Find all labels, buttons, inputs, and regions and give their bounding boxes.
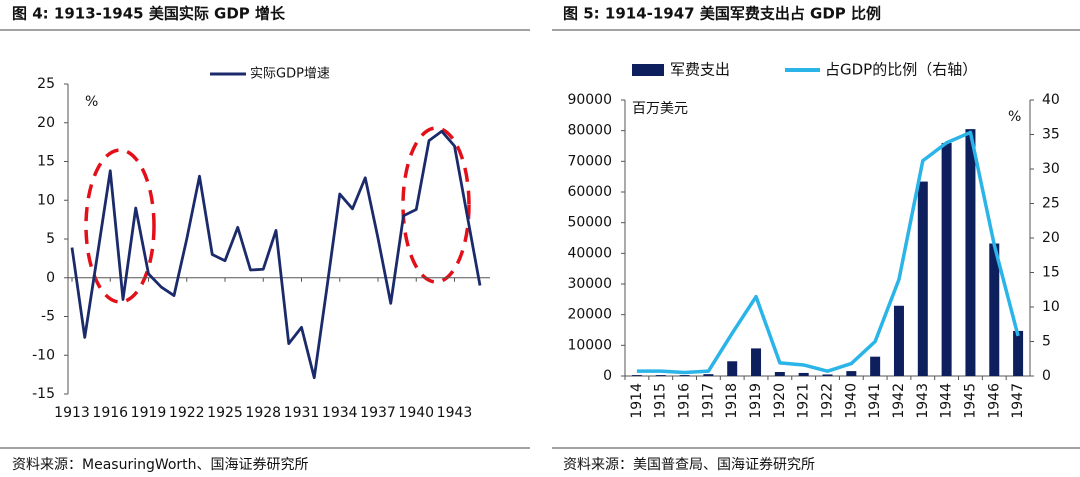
- y-tick-label: 90000: [567, 92, 612, 108]
- x-tick-label: 1940: [398, 405, 434, 421]
- y-tick-label: 5: [46, 231, 55, 247]
- bar: [751, 348, 762, 376]
- y-tick-label: 60000: [567, 184, 612, 200]
- y2-tick-label: 30: [1042, 161, 1060, 177]
- bar: [631, 375, 642, 376]
- x-tick-label: 1917: [700, 383, 716, 419]
- x-tick-label: 1921: [796, 383, 812, 419]
- x-tick-label: 1915: [653, 383, 669, 419]
- bar: [917, 181, 928, 376]
- x-tick-label: 1947: [1010, 383, 1026, 419]
- y2-tick-label: 5: [1042, 334, 1051, 350]
- line: [636, 130, 1020, 375]
- y-tick-label: 20000: [567, 307, 612, 323]
- x-tick-label: 1944: [939, 383, 955, 419]
- x-tick-label: 1931: [284, 405, 320, 421]
- x-tick-label: 1916: [92, 405, 128, 421]
- x-tick-label: 1941: [867, 383, 883, 419]
- bar: [774, 372, 785, 376]
- x-tick-label: 1937: [360, 405, 396, 421]
- y-tick-label: 0: [603, 368, 612, 384]
- y-tick-label: 20: [37, 115, 55, 131]
- y-tick-label: 40000: [567, 245, 612, 261]
- y-tick-label: 10: [37, 192, 55, 208]
- y-tick-label: 70000: [567, 153, 612, 169]
- bar: [703, 374, 714, 376]
- bar: [870, 356, 881, 376]
- x-tick-label: 1945: [962, 383, 978, 419]
- x-tick-label: 1920: [772, 383, 788, 419]
- chart-title: 图 4: 1913-1945 美国实际 GDP 增长: [12, 5, 286, 23]
- x-tick-label: 1919: [748, 383, 764, 419]
- x-tick-label: 1919: [131, 405, 167, 421]
- x-tick-label: 1914: [629, 383, 645, 419]
- bar: [679, 375, 690, 376]
- y2-unit: %: [1008, 109, 1021, 125]
- legend-label: 实际GDP增速: [250, 67, 330, 82]
- x-tick-label: 1940: [843, 383, 859, 419]
- y2-tick-label: 15: [1042, 265, 1060, 281]
- bar: [965, 129, 976, 376]
- bar: [727, 361, 738, 376]
- chart-title: 图 5: 1914-1947 美国军费支出占 GDP 比例: [563, 5, 881, 23]
- bar: [893, 305, 904, 376]
- bar: [1013, 330, 1024, 376]
- x-tick-label: 1943: [437, 405, 473, 421]
- y-unit: 百万美元: [632, 101, 688, 117]
- legend-swatch: [632, 64, 664, 76]
- x-tick-label: 1922: [169, 405, 205, 421]
- y-tick-label: 30000: [567, 276, 612, 292]
- x-tick-label: 1916: [677, 383, 693, 419]
- y2-tick-label: 10: [1042, 299, 1060, 315]
- y-tick-label: -5: [41, 309, 55, 325]
- y2-tick-label: 35: [1042, 127, 1060, 143]
- y2-tick-label: 20: [1042, 230, 1060, 246]
- y2-tick-label: 40: [1042, 92, 1060, 108]
- y-tick-label: 80000: [567, 123, 612, 139]
- source-note: 资料来源：MeasuringWorth、国海证券研究所: [12, 457, 309, 473]
- source-note: 资料来源：美国普查局、国海证券研究所: [563, 457, 815, 473]
- x-tick-label: 1928: [245, 405, 281, 421]
- highlight: [401, 126, 471, 284]
- y-tick-label: -10: [32, 347, 55, 363]
- x-tick-label: 1934: [322, 405, 358, 421]
- y2-tick-label: 0: [1042, 368, 1051, 384]
- bar: [655, 375, 666, 376]
- y2-tick-label: 25: [1042, 196, 1060, 212]
- bar: [822, 374, 833, 376]
- y-unit: %: [85, 94, 98, 110]
- legend-label: 占GDP的比例（右轴）: [825, 61, 977, 79]
- x-tick-label: 1918: [724, 383, 740, 419]
- bar: [846, 371, 857, 376]
- y-tick-label: 25: [37, 76, 55, 92]
- bar: [941, 142, 952, 376]
- x-tick-label: 1942: [891, 383, 907, 419]
- y-tick-label: 15: [37, 154, 55, 170]
- bar: [989, 243, 1000, 376]
- x-tick-label: 1922: [820, 383, 836, 419]
- bar: [798, 372, 809, 376]
- y-tick-label: 50000: [567, 215, 612, 231]
- x-tick-label: 1913: [54, 405, 90, 421]
- x-tick-label: 1925: [207, 405, 243, 421]
- y-tick-label: -15: [32, 386, 55, 402]
- highlight: [84, 148, 156, 304]
- y-tick-label: 0: [46, 270, 55, 286]
- legend-label: 军费支出: [670, 61, 730, 79]
- x-tick-label: 1946: [986, 383, 1002, 419]
- line: [70, 129, 482, 380]
- y-tick-label: 10000: [567, 337, 612, 353]
- x-tick-label: 1943: [915, 383, 931, 419]
